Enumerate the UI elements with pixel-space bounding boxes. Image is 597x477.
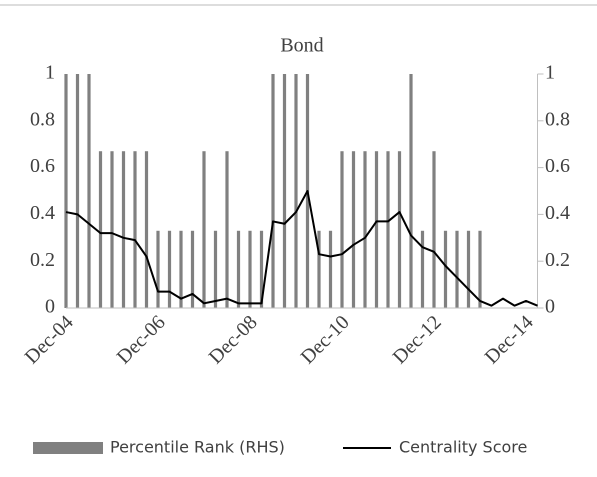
y2-tick-label: 0.4 xyxy=(545,202,570,224)
bar xyxy=(397,151,402,308)
bar xyxy=(179,230,183,308)
x-tick-label: Dec-12 xyxy=(389,311,446,368)
x-tick-label: Dec-06 xyxy=(113,311,170,368)
bar xyxy=(213,230,218,308)
y2-tick-label: 0 xyxy=(545,296,555,318)
bar xyxy=(167,230,172,308)
bar xyxy=(351,151,356,308)
y2-tick-label: 0.6 xyxy=(545,155,570,177)
bar xyxy=(202,151,206,308)
y-tick-label: 0.6 xyxy=(30,155,55,177)
bar xyxy=(156,230,160,308)
bar xyxy=(98,151,103,308)
line xyxy=(65,190,538,307)
y-tick-label: 0.8 xyxy=(30,108,55,130)
bar xyxy=(110,151,114,308)
bar xyxy=(87,74,91,308)
bar xyxy=(248,230,252,308)
bar xyxy=(478,230,482,308)
x-tick-label: Dec-10 xyxy=(297,311,354,368)
bar xyxy=(340,151,344,308)
bar xyxy=(317,230,321,308)
x-tick-label: Dec-04 xyxy=(21,311,78,368)
bar xyxy=(259,230,264,308)
bar xyxy=(409,74,413,308)
y2-tick-label: 0.8 xyxy=(545,108,570,130)
bar xyxy=(144,151,149,308)
bar xyxy=(294,74,298,308)
bar xyxy=(75,74,80,308)
legend-swatch xyxy=(33,442,103,454)
bar xyxy=(225,151,229,308)
y-tick-label: 0 xyxy=(45,296,55,318)
bar xyxy=(236,230,241,308)
y2-tick-label: 0.2 xyxy=(545,249,570,271)
bar xyxy=(432,151,436,308)
bar xyxy=(386,151,390,308)
bar xyxy=(190,230,195,308)
bar xyxy=(455,230,459,308)
y-tick-label: 0.4 xyxy=(30,202,55,224)
bar xyxy=(363,151,367,308)
chart-title: Bond xyxy=(280,35,323,57)
bar xyxy=(121,151,126,308)
y2-tick-label: 1 xyxy=(545,62,555,84)
bar xyxy=(271,74,275,308)
bar xyxy=(328,230,333,308)
legend-label: Centrality Score xyxy=(399,438,527,457)
bar xyxy=(420,230,425,308)
y-tick-label: 1 xyxy=(45,62,55,84)
x-tick-label: Dec-08 xyxy=(205,311,262,368)
bar xyxy=(64,74,68,308)
bar xyxy=(133,151,137,308)
y-tick-label: 0.2 xyxy=(30,249,55,271)
x-tick-label: Dec-14 xyxy=(481,311,538,368)
bar xyxy=(443,230,448,308)
bar xyxy=(282,74,287,308)
bar xyxy=(466,230,471,308)
bar xyxy=(374,151,379,308)
legend-label: Percentile Rank (RHS) xyxy=(110,438,285,457)
